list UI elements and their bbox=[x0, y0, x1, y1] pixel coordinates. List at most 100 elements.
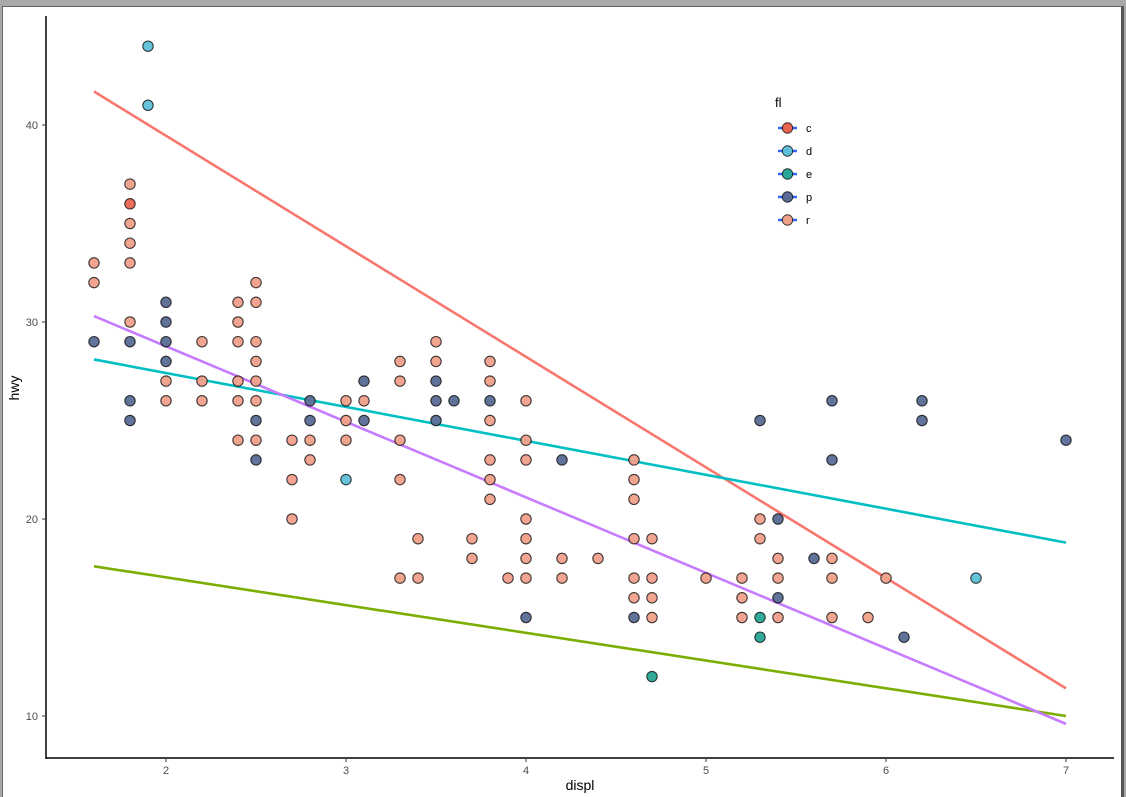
point-r bbox=[484, 454, 496, 466]
x-axis-ticks: 2 3 4 5 6 7 bbox=[163, 758, 1069, 777]
point-p bbox=[160, 316, 172, 328]
point-r bbox=[250, 276, 262, 289]
point-p bbox=[430, 414, 442, 427]
point-r bbox=[340, 414, 352, 427]
point-c bbox=[124, 198, 136, 210]
point-p bbox=[808, 552, 820, 565]
point-r bbox=[124, 217, 136, 230]
point-r bbox=[232, 395, 244, 407]
point-r bbox=[880, 572, 892, 584]
point-p bbox=[250, 414, 262, 427]
data-points bbox=[88, 40, 1072, 683]
point-p bbox=[430, 395, 442, 407]
point-r bbox=[286, 513, 298, 525]
point-r bbox=[484, 493, 496, 506]
point-p bbox=[628, 611, 640, 624]
legend-key-p bbox=[781, 191, 794, 203]
point-r bbox=[628, 592, 640, 604]
point-p bbox=[250, 454, 262, 466]
point-p bbox=[430, 375, 442, 387]
y-tick-label: 10 bbox=[26, 711, 38, 723]
point-r bbox=[628, 493, 640, 506]
point-r bbox=[304, 434, 316, 446]
point-p bbox=[916, 395, 928, 407]
point-r bbox=[196, 335, 208, 348]
point-e bbox=[754, 631, 766, 643]
point-p bbox=[916, 414, 928, 427]
point-p bbox=[358, 414, 370, 427]
regression-lines bbox=[93, 90, 1067, 726]
y-tick-label: 40 bbox=[26, 120, 38, 132]
legend-label-r: r bbox=[806, 215, 810, 227]
point-p bbox=[826, 454, 838, 466]
point-r bbox=[250, 355, 262, 368]
point-r bbox=[304, 454, 316, 466]
point-r bbox=[826, 552, 838, 565]
point-r bbox=[250, 434, 262, 446]
x-tick-label: 3 bbox=[343, 765, 349, 777]
x-tick-label: 7 bbox=[1063, 765, 1069, 777]
point-r bbox=[484, 355, 496, 368]
fit-line-c bbox=[93, 90, 1067, 690]
point-r bbox=[646, 611, 658, 624]
legend-key-r bbox=[781, 214, 794, 226]
point-p bbox=[772, 513, 784, 525]
point-r bbox=[700, 572, 712, 584]
point-r bbox=[358, 395, 370, 407]
point-r bbox=[736, 592, 748, 604]
point-r bbox=[412, 572, 424, 584]
point-r bbox=[250, 335, 262, 348]
point-r bbox=[394, 355, 406, 368]
legend-label-p: p bbox=[806, 192, 812, 204]
point-r bbox=[124, 257, 136, 269]
point-r bbox=[160, 375, 172, 387]
point-p bbox=[1060, 434, 1072, 446]
point-r bbox=[628, 572, 640, 584]
point-r bbox=[826, 572, 838, 584]
point-r bbox=[124, 316, 136, 328]
point-r bbox=[232, 296, 244, 309]
point-r bbox=[556, 572, 568, 584]
point-r bbox=[772, 552, 784, 565]
point-p bbox=[304, 414, 316, 427]
point-p bbox=[124, 414, 136, 427]
point-r bbox=[520, 532, 532, 545]
legend-label-c: c bbox=[806, 123, 812, 135]
x-tick-label: 6 bbox=[883, 765, 889, 777]
x-tick-label: 5 bbox=[703, 765, 709, 777]
point-p bbox=[556, 454, 568, 466]
point-r bbox=[340, 434, 352, 446]
point-r bbox=[286, 473, 298, 486]
point-r bbox=[772, 572, 784, 584]
point-r bbox=[232, 316, 244, 328]
point-r bbox=[124, 178, 136, 190]
legend-key-c bbox=[781, 122, 794, 134]
fit-line-p bbox=[93, 358, 1067, 544]
point-r bbox=[250, 375, 262, 387]
point-p bbox=[160, 355, 172, 368]
y-axis-ticks: 10 20 30 40 bbox=[26, 120, 46, 723]
point-r bbox=[520, 552, 532, 565]
y-tick-label: 20 bbox=[26, 514, 38, 526]
point-r bbox=[196, 395, 208, 407]
point-d bbox=[142, 40, 154, 52]
point-r bbox=[754, 513, 766, 525]
point-r bbox=[394, 473, 406, 486]
x-tick-label: 4 bbox=[523, 765, 529, 777]
point-r bbox=[628, 454, 640, 466]
point-r bbox=[592, 552, 604, 565]
point-p bbox=[754, 414, 766, 427]
point-r bbox=[826, 611, 838, 624]
point-p bbox=[124, 395, 136, 407]
point-r bbox=[484, 375, 496, 387]
point-r bbox=[520, 395, 532, 407]
point-p bbox=[826, 395, 838, 407]
point-e bbox=[754, 611, 766, 624]
point-r bbox=[466, 552, 478, 565]
y-tick-label: 30 bbox=[26, 317, 38, 329]
point-r bbox=[628, 473, 640, 486]
point-r bbox=[88, 257, 100, 269]
point-p bbox=[898, 631, 910, 643]
point-r bbox=[412, 532, 424, 545]
point-r bbox=[88, 276, 100, 289]
